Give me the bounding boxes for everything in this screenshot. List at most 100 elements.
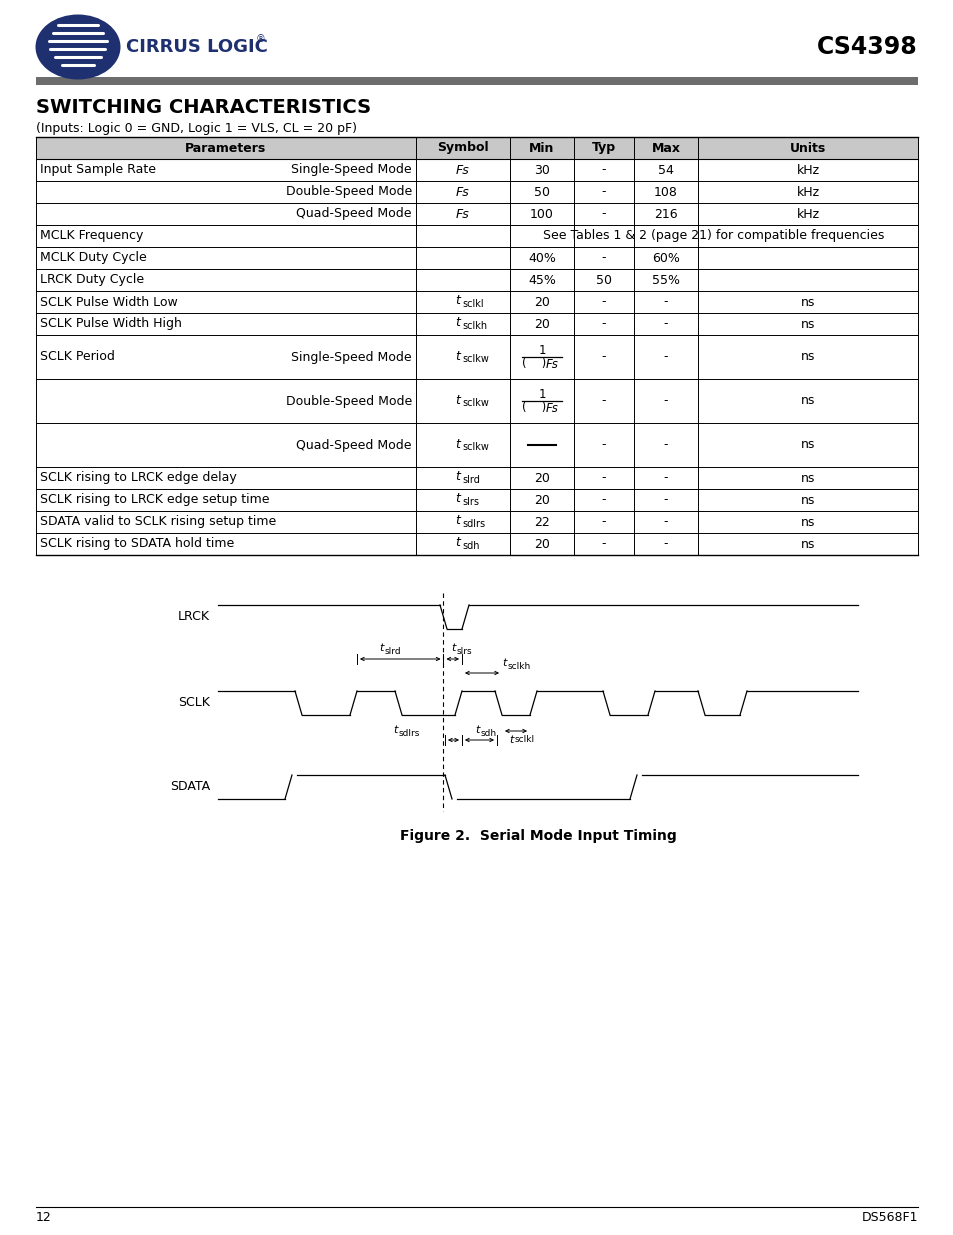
Text: (    ): ( ) [521,357,545,370]
Text: 216: 216 [654,207,677,221]
Text: (    ): ( ) [521,401,545,415]
Text: SCLK Pulse Width Low: SCLK Pulse Width Low [40,295,177,309]
Text: SCLK rising to LRCK edge delay: SCLK rising to LRCK edge delay [40,472,236,484]
Text: t: t [501,658,506,668]
Text: Quad-Speed Mode: Quad-Speed Mode [296,207,412,221]
Text: 45%: 45% [528,273,556,287]
Text: Parameters: Parameters [185,142,266,154]
Text: sdh: sdh [461,541,479,551]
Text: 55%: 55% [651,273,679,287]
Text: sclkl: sclkl [515,735,535,743]
Text: 20: 20 [534,295,549,309]
Text: ns: ns [800,317,814,331]
Text: 12: 12 [36,1212,51,1224]
Text: Fs: Fs [545,357,558,370]
Text: 20: 20 [534,537,549,551]
Text: slrs: slrs [461,496,478,508]
Text: -: - [601,252,605,264]
Ellipse shape [35,15,120,79]
Text: ns: ns [800,472,814,484]
Text: (Inputs: Logic 0 = GND, Logic 1 = VLS, CL = 20 pF): (Inputs: Logic 0 = GND, Logic 1 = VLS, C… [36,122,356,135]
Text: 100: 100 [530,207,554,221]
Text: -: - [663,295,667,309]
Text: t: t [455,316,459,330]
Text: -: - [663,472,667,484]
Text: -: - [601,351,605,363]
Text: Typ: Typ [591,142,616,154]
Text: Min: Min [529,142,554,154]
Bar [36,77,917,85]
Text: sclkh: sclkh [507,662,530,671]
Text: LRCK: LRCK [178,610,210,624]
Text: MCLK Duty Cycle: MCLK Duty Cycle [40,252,147,264]
Text: -: - [663,537,667,551]
Text: -: - [601,295,605,309]
Text: sclkw: sclkw [461,354,488,364]
Text: See Tables 1 & 2 (page 21) for compatible frequencies: See Tables 1 & 2 (page 21) for compatibl… [543,230,883,242]
Text: -: - [601,163,605,177]
Text: 20: 20 [534,472,549,484]
Text: sclkw: sclkw [461,398,488,408]
Text: t: t [451,643,456,653]
Text: ns: ns [800,515,814,529]
Text: LRCK Duty Cycle: LRCK Duty Cycle [40,273,144,287]
Text: CS4398: CS4398 [817,35,917,59]
Text: 50: 50 [596,273,612,287]
Text: DS568F1: DS568F1 [861,1212,917,1224]
Text: ns: ns [800,295,814,309]
Text: -: - [601,317,605,331]
Text: MCLK Frequency: MCLK Frequency [40,230,143,242]
Text: Double-Speed Mode: Double-Speed Mode [286,185,412,199]
Text: 108: 108 [654,185,678,199]
Text: t: t [476,725,479,735]
Text: sclkh: sclkh [461,321,487,331]
Text: -: - [663,438,667,452]
Text: Input Sample Rate: Input Sample Rate [40,163,156,177]
Text: SDATA: SDATA [170,781,210,794]
Text: t: t [455,294,459,308]
Text: Fs: Fs [456,163,470,177]
Text: -: - [601,438,605,452]
Text: Fs: Fs [456,185,470,199]
Text: -: - [663,515,667,529]
Text: t: t [455,493,459,505]
Text: -: - [601,515,605,529]
Text: Units: Units [789,142,825,154]
Text: SCLK: SCLK [178,697,210,709]
Text: ns: ns [800,351,814,363]
Text: CIRRUS LOGIC: CIRRUS LOGIC [126,38,268,56]
Text: -: - [663,494,667,506]
Text: t: t [455,515,459,527]
Text: SDATA valid to SCLK rising setup time: SDATA valid to SCLK rising setup time [40,515,276,529]
Bar [36,137,917,159]
Text: Single-Speed Mode: Single-Speed Mode [291,351,412,363]
Text: ns: ns [800,537,814,551]
Text: kHz: kHz [796,185,819,199]
Text: 40%: 40% [528,252,556,264]
Text: 1: 1 [537,345,545,357]
Text: t: t [378,643,383,653]
Text: kHz: kHz [796,163,819,177]
Text: 54: 54 [658,163,673,177]
Text: t: t [455,394,459,406]
Text: t: t [509,735,514,745]
Text: t: t [394,725,397,735]
Text: t: t [455,437,459,451]
Text: ns: ns [800,494,814,506]
Text: -: - [601,494,605,506]
Text: 60%: 60% [652,252,679,264]
Text: 20: 20 [534,494,549,506]
Text: Quad-Speed Mode: Quad-Speed Mode [296,438,412,452]
Text: -: - [601,537,605,551]
Text: slrd: slrd [461,475,479,485]
Text: sdlrs: sdlrs [461,519,485,529]
Text: -: - [663,317,667,331]
Text: SCLK rising to SDATA hold time: SCLK rising to SDATA hold time [40,537,234,551]
Text: Single-Speed Mode: Single-Speed Mode [291,163,412,177]
Text: ®: ® [255,35,266,44]
Text: slrd: slrd [384,647,400,656]
Text: sclkl: sclkl [461,299,483,309]
Text: SWITCHING CHARACTERISTICS: SWITCHING CHARACTERISTICS [36,98,371,117]
Text: SCLK rising to LRCK edge setup time: SCLK rising to LRCK edge setup time [40,494,269,506]
Text: 1: 1 [537,389,545,401]
